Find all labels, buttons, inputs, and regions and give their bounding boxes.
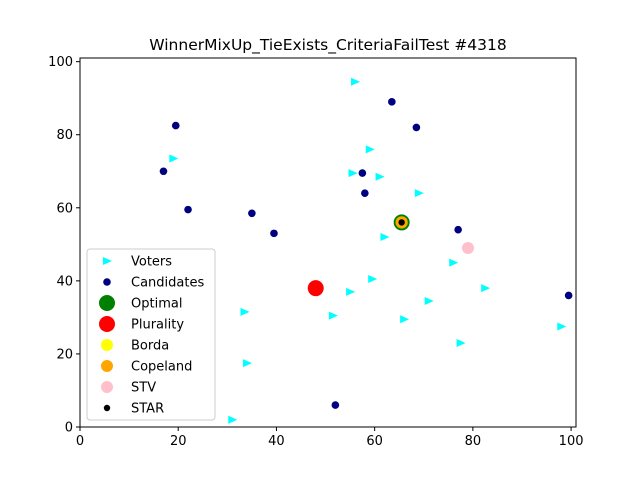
x-tick-label: 60: [366, 434, 383, 449]
y-tick-label: 40: [56, 274, 73, 289]
voters-point: [481, 284, 491, 293]
candidates-point: [361, 189, 369, 197]
legend-label-star: STAR: [131, 402, 164, 417]
voters-point: [346, 287, 356, 296]
legend-box: [86, 248, 216, 421]
candidates-point: [564, 291, 573, 300]
plurality-legend-marker: [99, 316, 115, 332]
voters-point: [375, 172, 385, 181]
candidates-legend-marker: [103, 278, 111, 286]
plurality-point: [307, 280, 324, 297]
voters-point: [456, 338, 466, 347]
x-tick-label: 20: [170, 434, 187, 449]
legend: Voters Candidates Optimal Plurality Borda Cop…: [86, 248, 216, 421]
x-tick-label: 100: [559, 434, 584, 449]
optimal-legend-marker: [99, 295, 115, 311]
voters-point: [242, 359, 252, 368]
legend-label-voters: Voters: [131, 255, 172, 270]
voters-point: [449, 258, 459, 267]
voters-point: [400, 315, 410, 324]
copeland-legend-marker: [101, 360, 113, 372]
borda-legend-marker: [101, 339, 113, 351]
star-point: [398, 219, 405, 226]
voters-point: [351, 77, 361, 86]
voters-point: [557, 322, 567, 331]
legend-label-candidates: Candidates: [131, 276, 204, 291]
legend-label-borda: Borda: [131, 339, 169, 354]
candidates-point: [171, 121, 180, 130]
legend-label-plurality: Plurality: [131, 318, 184, 333]
stv-legend-marker: [101, 381, 113, 393]
legend-label-optimal: Optimal: [131, 297, 182, 312]
candidates-point: [270, 229, 278, 238]
y-tick-label: 0: [65, 421, 73, 436]
legend-label-stv: STV: [131, 381, 156, 396]
candidates-point: [248, 209, 256, 218]
candidates-point: [184, 205, 192, 214]
y-tick-label: 80: [56, 128, 73, 143]
axes: 0 20 40 60 80 100 0 20 40 60 80 100: [48, 55, 583, 449]
voters-point: [414, 189, 424, 198]
x-tick-label: 40: [268, 434, 285, 449]
voters-point: [169, 154, 179, 163]
stv-point: [461, 241, 474, 254]
y-tick-label: 60: [56, 201, 73, 216]
y-tick-label: 20: [56, 347, 73, 362]
voters-legend-marker: [103, 257, 112, 265]
y-tick-label: 100: [48, 55, 73, 70]
data-points: [159, 77, 573, 424]
chart-title: WinnerMixUp_TieExists_CriteriaFailTest #…: [149, 36, 507, 55]
voters-point: [240, 307, 250, 316]
x-tick-label: 80: [465, 434, 482, 449]
plot-frame: [79, 57, 577, 428]
voters-point: [365, 145, 375, 154]
voters-point: [348, 169, 358, 178]
voters-point: [228, 415, 238, 424]
x-tick-label: 0: [76, 434, 84, 449]
voters-point: [328, 311, 338, 320]
candidates-point: [388, 98, 396, 106]
candidates-point: [454, 225, 462, 234]
candidates-point: [358, 169, 367, 177]
candidates-point: [331, 401, 340, 409]
legend-label-copeland: Copeland: [131, 360, 192, 375]
candidates-point: [412, 123, 421, 132]
voters-point: [380, 233, 390, 242]
voters-point: [368, 275, 378, 284]
candidates-point: [159, 167, 168, 176]
star-legend-marker: [103, 404, 111, 412]
voters-point: [424, 296, 434, 305]
